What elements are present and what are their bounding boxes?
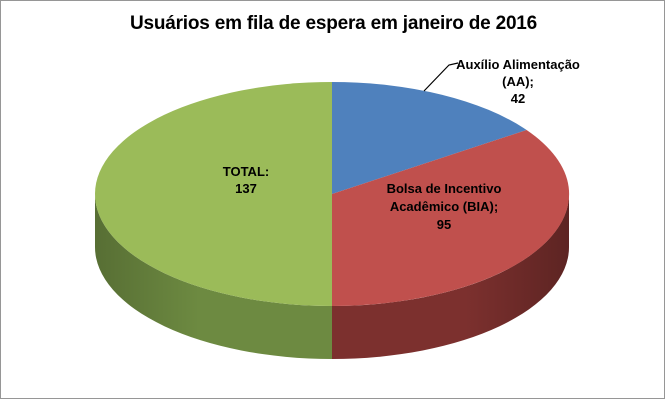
pie-slice-aa — [332, 81, 527, 194]
pie-slice-bia — [332, 130, 570, 307]
pie-slice-total — [95, 82, 332, 306]
data-label-aa: Auxílio Alimentação (AA); 42 — [456, 57, 580, 106]
data-label-bia: Bolsa de Incentivo Acadêmico (BIA); 95 — [386, 181, 502, 232]
data-label-total: TOTAL: 137 — [222, 164, 270, 196]
chart-frame: Usuários em fila de espera em janeiro de… — [0, 0, 665, 399]
pie-side-shading — [95, 194, 569, 359]
chart-title: Usuários em fila de espera em janeiro de… — [129, 13, 538, 34]
label-leader-line-aa — [423, 62, 459, 92]
